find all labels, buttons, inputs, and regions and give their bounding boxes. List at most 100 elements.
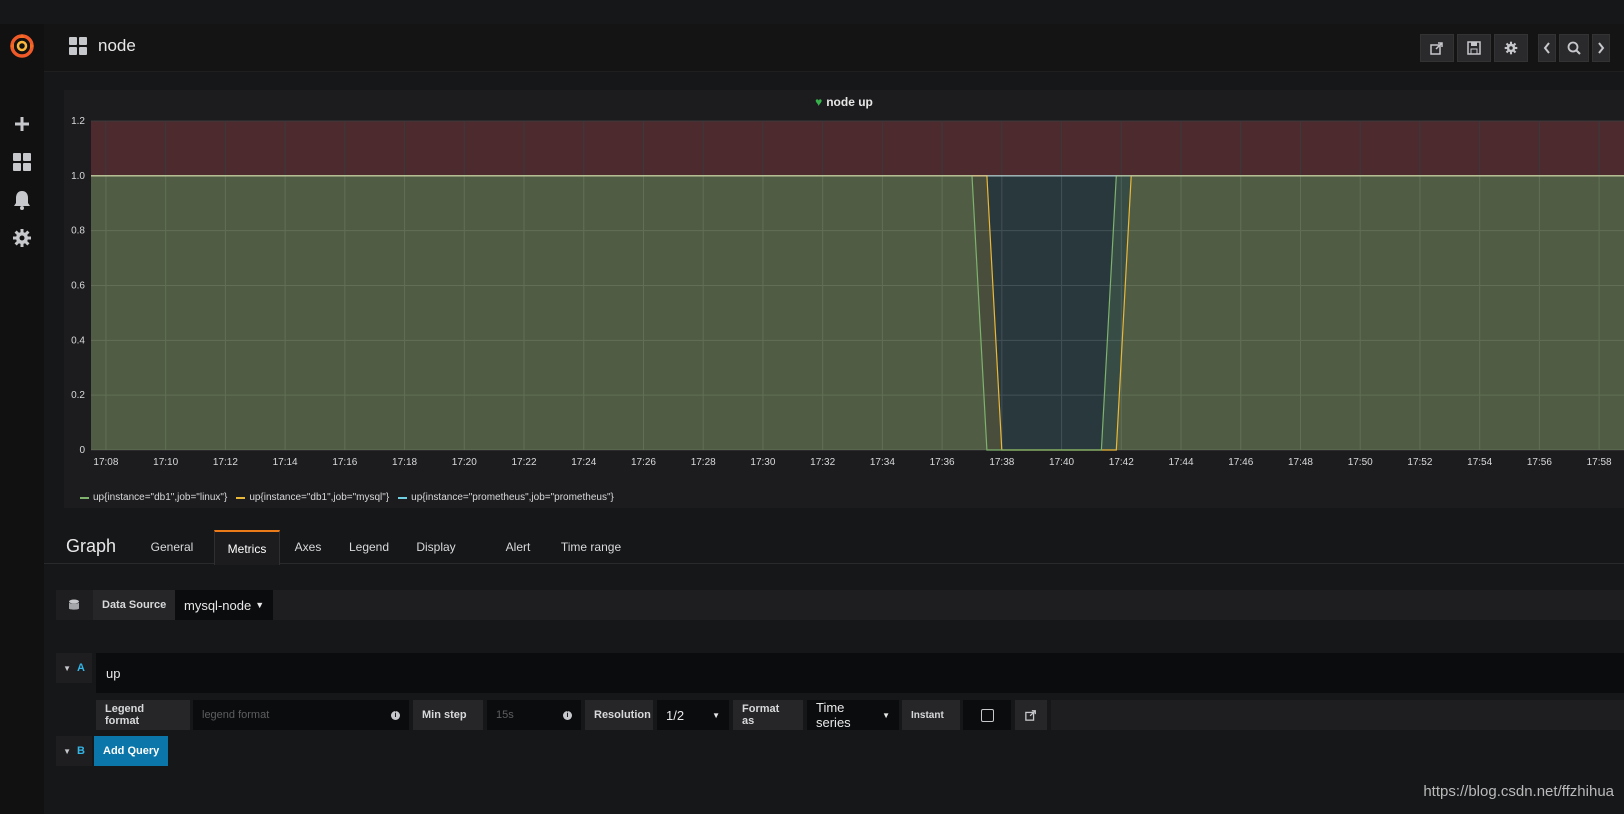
inspect-query-button[interactable] — [1015, 700, 1047, 730]
x-tick-label: 17:14 — [273, 457, 298, 468]
graph-canvas[interactable]: 0 0.2 0.4 0.6 0.8 1.0 1.2 17:08 17:10 17:12 17:14 1… — [64, 90, 1624, 490]
legend-format-placeholder: legend format — [202, 709, 270, 721]
min-step-label: Min step — [413, 700, 483, 730]
x-tick-label: 17:26 — [631, 457, 656, 468]
x-tick-label: 17:58 — [1587, 457, 1612, 468]
x-tick-label: 17:34 — [870, 457, 895, 468]
x-tick-label: 17:08 — [93, 457, 118, 468]
bell-icon — [14, 191, 30, 210]
tab-legend[interactable]: Legend — [348, 540, 390, 554]
min-step-placeholder: 15s — [496, 709, 514, 721]
x-tick-label: 17:12 — [213, 457, 238, 468]
format-as-label: Format as — [733, 700, 803, 730]
dashboard-grid-icon — [69, 37, 87, 55]
plus-icon — [15, 117, 29, 131]
editor-title: Graph — [66, 536, 117, 556]
share-icon — [1430, 42, 1443, 55]
resolution-select[interactable]: 1/2 ▼ — [657, 700, 729, 730]
x-tick-label: 17:38 — [989, 457, 1014, 468]
dashboards-icon — [13, 153, 31, 171]
legend-item[interactable]: up{instance="prometheus",job="prometheus… — [398, 492, 614, 503]
configuration-menu[interactable] — [0, 222, 44, 254]
x-tick-label: 17:42 — [1109, 457, 1134, 468]
x-tick-label: 17:48 — [1288, 457, 1313, 468]
database-icon — [56, 590, 92, 620]
instant-checkbox[interactable] — [963, 700, 1011, 730]
time-forward-button[interactable] — [1592, 34, 1610, 62]
format-as-select[interactable]: Time series ▼ — [807, 700, 899, 730]
dashboard-title-text: node — [98, 36, 136, 55]
create-menu[interactable] — [0, 108, 44, 140]
navbar: node — [44, 24, 1624, 72]
caret-down-icon: ▼ — [882, 710, 890, 720]
query-b-ref: B — [76, 745, 85, 757]
dashboard-title[interactable]: node — [68, 36, 136, 56]
y-tick-label: 0.4 — [71, 335, 85, 346]
heart-icon: ♥ — [815, 95, 823, 109]
time-back-button[interactable] — [1538, 34, 1556, 62]
x-tick-label: 17:28 — [691, 457, 716, 468]
tab-general[interactable]: General — [150, 540, 194, 554]
legend-item[interactable]: up{instance="db1",job="linux"} — [80, 492, 227, 503]
datasource-select[interactable]: mysql-node ▼ — [175, 590, 274, 620]
save-button[interactable] — [1457, 34, 1491, 62]
chevron-right-icon — [1598, 42, 1605, 54]
gear-icon — [1504, 41, 1518, 55]
x-tick-label: 17:40 — [1049, 457, 1074, 468]
legend-swatch — [398, 496, 408, 499]
tab-metrics[interactable]: Metrics — [214, 530, 280, 565]
watermark: https://blog.csdn.net/ffzhihua — [1423, 783, 1614, 800]
dashboards-menu[interactable] — [0, 146, 44, 178]
x-tick-label: 17:24 — [571, 457, 596, 468]
x-tick-label: 17:32 — [810, 457, 835, 468]
settings-button[interactable] — [1494, 34, 1528, 62]
caret-down-icon: ▼ — [712, 710, 720, 720]
chevron-left-icon — [1543, 42, 1550, 54]
x-tick-label: 17:46 — [1228, 457, 1253, 468]
grafana-logo-icon — [10, 34, 34, 58]
legend-label: up{instance="db1",job="mysql"} — [249, 492, 390, 503]
x-tick-label: 17:50 — [1348, 457, 1373, 468]
x-tick-label: 17:20 — [452, 457, 477, 468]
navbar-actions — [1417, 34, 1610, 62]
gear-icon — [13, 229, 31, 247]
legend-item[interactable]: up{instance="db1",job="mysql"} — [236, 492, 389, 503]
y-tick-label: 0.6 — [71, 281, 85, 292]
add-query-button[interactable]: Add Query — [94, 736, 169, 766]
query-a-ref: A — [76, 662, 85, 674]
query-expression-input[interactable]: up — [96, 653, 1624, 693]
grafana-logo[interactable] — [0, 30, 44, 62]
min-step-input[interactable]: 15s i — [487, 700, 581, 730]
info-icon[interactable]: i — [391, 710, 400, 720]
zoom-out-button[interactable] — [1559, 34, 1589, 62]
panel-title[interactable]: ♥ node up — [64, 95, 1624, 109]
threshold-region — [91, 121, 1624, 176]
panel-title-text: node up — [826, 95, 873, 109]
share-button[interactable] — [1420, 34, 1454, 62]
resolution-value: 1/2 — [666, 707, 685, 723]
datasource-value: mysql-node — [184, 597, 252, 613]
tab-time-range[interactable]: Time range — [560, 540, 622, 554]
top-strip — [0, 0, 1624, 24]
x-tick-label: 17:16 — [332, 457, 357, 468]
editor-tabs-row: Graph General Metrics Axes Legend Displa… — [44, 530, 1624, 565]
query-expression-text: up — [106, 665, 121, 681]
tab-alert[interactable]: Alert — [505, 540, 531, 554]
checkbox-box — [980, 708, 994, 722]
legend-swatch — [236, 496, 246, 499]
alerting-menu[interactable] — [0, 184, 44, 216]
query-b-header[interactable]: ▼ B — [56, 736, 92, 766]
instant-label: Instant — [902, 700, 960, 730]
graph-legend: up{instance="db1",job="linux"} up{instanc… — [80, 492, 623, 503]
tab-axes[interactable]: Axes — [294, 540, 322, 554]
query-options-row: Legend format legend format i Min step 1… — [96, 700, 1624, 730]
format-as-value: Time series — [816, 700, 851, 730]
legend-format-input[interactable]: legend format i — [193, 700, 409, 730]
tab-display[interactable]: Display — [416, 540, 456, 554]
caret-down-icon: ▼ — [255, 600, 265, 610]
share-icon — [1025, 710, 1036, 721]
series-area — [91, 175, 1624, 451]
info-icon[interactable]: i — [563, 710, 572, 720]
collapse-caret-icon: ▼ — [63, 663, 71, 673]
query-a-header[interactable]: ▼ A — [56, 653, 92, 683]
